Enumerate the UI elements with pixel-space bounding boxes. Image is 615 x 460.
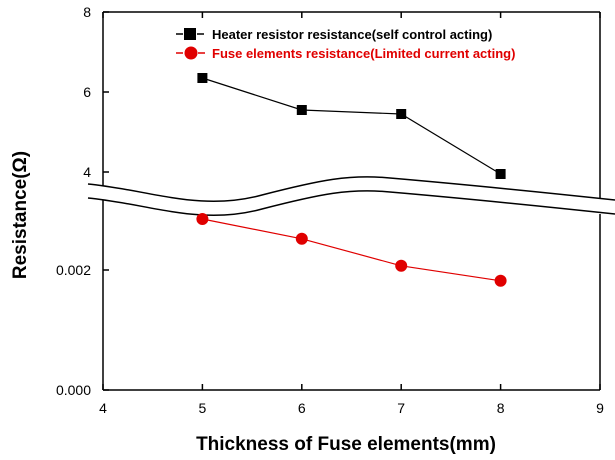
series-1-point-3	[494, 274, 507, 287]
axis-break-line-bottom	[87, 190, 615, 217]
legend-marker-square	[184, 28, 196, 40]
series-0-point-2	[396, 109, 407, 119]
series-0-point-0	[197, 73, 208, 83]
x-tick-label-5: 9	[596, 400, 604, 416]
y-upper-tick-label-0: 4	[83, 164, 91, 180]
x-tick-label-0: 4	[99, 400, 107, 416]
legend: Heater resistor resistance(self control …	[176, 27, 515, 61]
y-upper-tick-label-2: 8	[83, 4, 91, 20]
y-axis-title: Resistance(Ω)	[10, 151, 31, 279]
series-1-point-2	[395, 259, 408, 272]
series-0-point-1	[296, 105, 307, 115]
axis-break-line-top	[87, 176, 615, 203]
x-tick-label-4: 8	[497, 400, 505, 416]
legend-entry-heater: Heater resistor resistance(self control …	[176, 27, 492, 42]
legend-label-fuse: Fuse elements resistance(Limited current…	[212, 46, 515, 61]
legend-entry-fuse: Fuse elements resistance(Limited current…	[176, 46, 515, 61]
x-axis-title: Thickness of Fuse elements(mm)	[196, 434, 496, 455]
series-line-0	[202, 77, 501, 175]
x-tick-label-2: 6	[298, 400, 306, 416]
legend-marker-circle	[184, 46, 198, 60]
y-lower-tick-label-0: 0.000	[56, 382, 91, 398]
series-line-1	[202, 218, 501, 282]
series-1-point-0	[196, 213, 209, 225]
y-upper-tick-label-1: 6	[83, 84, 91, 100]
x-tick-label-1: 5	[199, 400, 207, 416]
y-lower-tick-label-1: 0.002	[56, 262, 91, 278]
axis-break-band	[88, 176, 615, 216]
series-1-point-1	[295, 232, 308, 245]
x-tick-label-3: 7	[397, 400, 405, 416]
series-0-point-3	[495, 169, 506, 179]
legend-label-heater: Heater resistor resistance(self control …	[212, 27, 492, 42]
